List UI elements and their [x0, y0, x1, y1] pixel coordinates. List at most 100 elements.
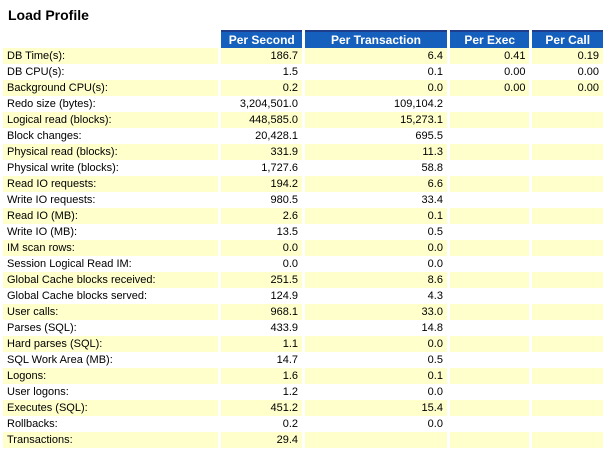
row-value [532, 240, 603, 256]
row-value [532, 160, 603, 176]
row-value [449, 368, 530, 384]
table-row: Rollbacks: 0.2 0.0 [3, 416, 603, 432]
row-value: 0.0 [305, 384, 447, 400]
row-value: 0.0 [305, 416, 447, 432]
table-row: DB Time(s): 186.7 6.4 0.41 0.19 [3, 48, 603, 64]
row-value [449, 320, 530, 336]
row-value: 0.41 [449, 48, 530, 64]
row-value [449, 224, 530, 240]
table-header: Per Second Per Transaction Per Exec Per … [3, 30, 603, 48]
table-row: Parses (SQL): 433.9 14.8 [3, 320, 603, 336]
row-value: 0.0 [305, 256, 447, 272]
row-value: 1.1 [221, 336, 302, 352]
row-value [532, 320, 603, 336]
row-value: 0.1 [305, 208, 447, 224]
row-value: 14.7 [221, 352, 302, 368]
row-value [449, 416, 530, 432]
row-value: 58.8 [305, 160, 447, 176]
row-value [449, 128, 530, 144]
header-per-second: Per Second [221, 30, 302, 48]
row-value [449, 384, 530, 400]
row-value: 0.00 [532, 80, 603, 96]
table-row: Session Logical Read IM: 0.0 0.0 [3, 256, 603, 272]
row-label: Rollbacks: [3, 416, 219, 432]
header-blank [3, 30, 218, 48]
header-per-call: Per Call [532, 30, 603, 48]
row-value: 15,273.1 [305, 112, 447, 128]
row-label: Read IO (MB): [3, 208, 219, 224]
load-profile-table: Per Second Per Transaction Per Exec Per … [0, 30, 606, 448]
row-value [449, 112, 530, 128]
row-value: 6.4 [305, 48, 447, 64]
row-value [532, 112, 603, 128]
row-value [449, 192, 530, 208]
row-label: Physical write (blocks): [3, 160, 219, 176]
row-value: 2.6 [221, 208, 302, 224]
row-value: 0.00 [449, 64, 530, 80]
row-value [449, 208, 530, 224]
table-row: Read IO (MB): 2.6 0.1 [3, 208, 603, 224]
row-label: Transactions: [3, 432, 219, 448]
row-value: 194.2 [221, 176, 302, 192]
row-value [449, 256, 530, 272]
row-value [449, 96, 530, 112]
row-value: 0.5 [305, 352, 447, 368]
row-value [449, 160, 530, 176]
row-value: 968.1 [221, 304, 302, 320]
row-label: Session Logical Read IM: [3, 256, 219, 272]
table-row: Block changes: 20,428.1 695.5 [3, 128, 603, 144]
row-value [449, 432, 530, 448]
row-value: 433.9 [221, 320, 302, 336]
row-label: User calls: [3, 304, 219, 320]
row-value [449, 144, 530, 160]
row-value: 8.6 [305, 272, 447, 288]
row-value: 3,204,501.0 [221, 96, 302, 112]
row-value: 451.2 [221, 400, 302, 416]
row-label: Physical read (blocks): [3, 144, 219, 160]
row-value: 0.5 [305, 224, 447, 240]
row-value: 251.5 [221, 272, 302, 288]
header-per-transaction: Per Transaction [305, 30, 447, 48]
row-value [532, 304, 603, 320]
row-value: 6.6 [305, 176, 447, 192]
row-label: Write IO requests: [3, 192, 219, 208]
row-value [449, 352, 530, 368]
page-title: Load Profile [8, 7, 89, 23]
row-value: 0.1 [305, 368, 447, 384]
row-label: Hard parses (SQL): [3, 336, 219, 352]
table-row: SQL Work Area (MB): 14.7 0.5 [3, 352, 603, 368]
table-row: User calls: 968.1 33.0 [3, 304, 603, 320]
table-row: User logons: 1.2 0.0 [3, 384, 603, 400]
row-value [449, 176, 530, 192]
row-value [532, 352, 603, 368]
row-value: 11.3 [305, 144, 447, 160]
row-value: 331.9 [221, 144, 302, 160]
row-value [532, 432, 603, 448]
row-value [532, 400, 603, 416]
row-value [532, 416, 603, 432]
table-row: Executes (SQL): 451.2 15.4 [3, 400, 603, 416]
row-value [532, 288, 603, 304]
row-value: 695.5 [305, 128, 447, 144]
table-row: Background CPU(s): 0.2 0.0 0.00 0.00 [3, 80, 603, 96]
row-label: DB CPU(s): [3, 64, 219, 80]
row-value: 0.0 [221, 240, 302, 256]
row-value: 13.5 [221, 224, 302, 240]
row-label: Block changes: [3, 128, 219, 144]
table-row: Global Cache blocks served: 124.9 4.3 [3, 288, 603, 304]
row-value: 33.4 [305, 192, 447, 208]
row-value [532, 144, 603, 160]
header-row: Per Second Per Transaction Per Exec Per … [3, 30, 603, 48]
row-value: 29.4 [221, 432, 302, 448]
table-row: Write IO (MB): 13.5 0.5 [3, 224, 603, 240]
row-value: 0.2 [221, 80, 302, 96]
row-value [449, 400, 530, 416]
row-value [449, 288, 530, 304]
row-value: 0.0 [305, 240, 447, 256]
table-row: Read IO requests: 194.2 6.6 [3, 176, 603, 192]
row-value: 0.0 [305, 80, 447, 96]
row-label: User logons: [3, 384, 219, 400]
table-row: Logons: 1.6 0.1 [3, 368, 603, 384]
row-label: Global Cache blocks received: [3, 272, 219, 288]
row-label: SQL Work Area (MB): [3, 352, 219, 368]
